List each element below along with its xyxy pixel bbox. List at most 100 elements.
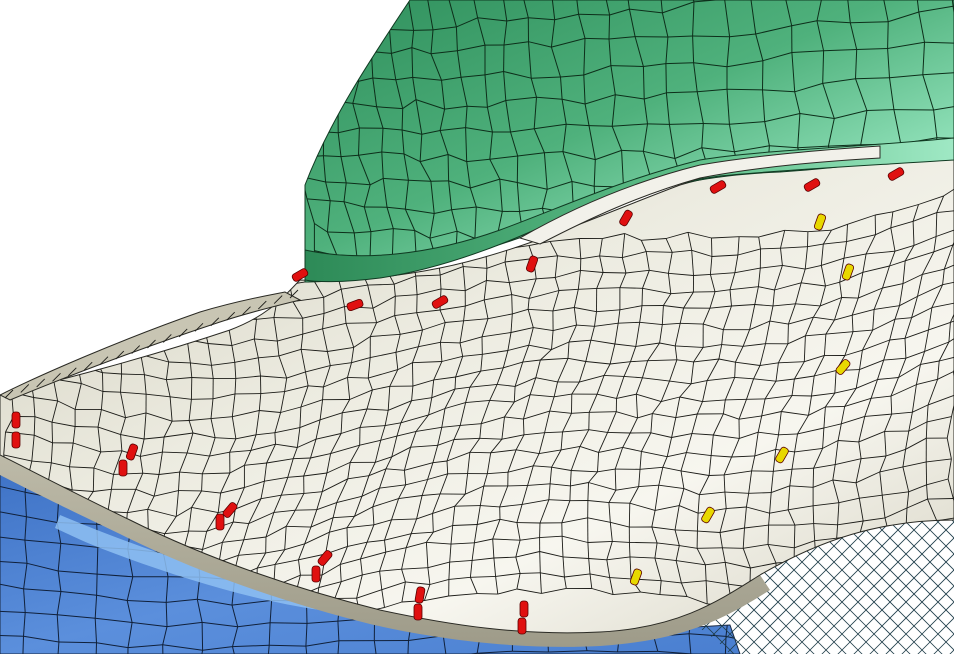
mesh-line [465, 127, 468, 162]
red-weld-marker[interactable] [413, 603, 423, 621]
red-weld-marker[interactable] [118, 459, 128, 477]
mesh-line [395, 346, 419, 353]
mesh-line [337, 621, 340, 641]
mesh-line [505, 96, 537, 101]
yellow-weld-marker[interactable] [775, 446, 790, 464]
red-weld-marker[interactable] [11, 431, 21, 449]
mesh-line [285, 12, 288, 37]
mesh-line [936, 195, 945, 213]
mesh-line [571, 381, 580, 395]
mesh-line [490, 438, 503, 454]
red-weld-marker[interactable] [291, 268, 309, 283]
red-weld-marker[interactable] [517, 617, 527, 635]
mesh-line [179, 471, 203, 475]
mesh-line [893, 109, 902, 144]
red-weld-marker[interactable] [431, 295, 449, 310]
mesh-line [286, 525, 311, 528]
upper-green-part[interactable] [280, 0, 954, 334]
mesh-line [861, 455, 887, 460]
mesh-line [738, 415, 762, 420]
mesh-line [343, 201, 365, 208]
mesh-line [504, 248, 508, 263]
mesh-line [195, 289, 205, 307]
red-weld-marker[interactable] [709, 180, 727, 195]
yellow-weld-marker[interactable] [701, 506, 716, 524]
red-weld-marker[interactable] [525, 255, 539, 273]
mesh-line [260, 375, 287, 379]
yellow-weld-marker[interactable] [841, 263, 855, 281]
red-weld-marker[interactable] [317, 549, 333, 566]
mesh-line [745, 493, 750, 508]
mesh-line [760, 247, 781, 250]
mesh-line [709, 274, 716, 292]
mesh-line [596, 272, 604, 289]
mesh-line [94, 618, 97, 643]
mesh-line [669, 359, 678, 382]
mesh-line [560, 74, 584, 78]
mesh-line [578, 13, 610, 16]
mesh-line [562, 151, 573, 182]
red-weld-marker[interactable] [346, 298, 364, 312]
middle-grey-part[interactable] [0, 157, 954, 654]
red-weld-marker[interactable] [125, 443, 139, 461]
red-weld-marker[interactable] [414, 586, 426, 604]
mesh-line [933, 244, 954, 253]
mesh-line [924, 329, 929, 352]
mesh-line [522, 345, 530, 363]
mesh-line [202, 472, 230, 475]
red-weld-marker[interactable] [803, 178, 821, 193]
mesh-line [54, 284, 66, 306]
yellow-weld-marker[interactable] [835, 358, 851, 375]
mesh-line [701, 123, 704, 148]
yellow-weld-marker[interactable] [629, 568, 643, 586]
mesh-line [628, 8, 636, 37]
red-weld-marker[interactable] [887, 167, 905, 182]
mesh-line [539, 551, 564, 558]
mesh-line [859, 180, 954, 654]
mesh-line [696, 548, 706, 566]
mesh-line [477, 17, 486, 46]
red-weld-marker[interactable] [11, 411, 21, 429]
mesh-line [837, 423, 842, 441]
mesh-line [590, 326, 595, 341]
mesh-line [946, 416, 952, 439]
mesh-line [257, 563, 276, 569]
red-weld-marker[interactable] [311, 565, 321, 583]
mesh-line [709, 291, 716, 309]
mesh-line [697, 547, 723, 549]
red-weld-marker[interactable] [519, 600, 529, 618]
mesh-line [609, 577, 632, 580]
red-weld-marker[interactable] [222, 501, 238, 518]
mesh-line [372, 27, 390, 30]
mesh-line [295, 509, 317, 511]
mesh-line [718, 344, 723, 360]
mesh-line [823, 423, 842, 429]
mesh-line [564, 573, 591, 578]
mesh-line [326, 231, 338, 256]
mesh-line [822, 229, 832, 245]
mesh-line [501, 434, 525, 440]
red-weld-marker[interactable] [215, 513, 225, 531]
mesh-line [708, 455, 712, 476]
mesh-line [503, 71, 507, 101]
mesh-line [147, 339, 156, 349]
mesh-line [316, 100, 339, 102]
mesh-line [176, 281, 197, 291]
mesh-line [400, 329, 423, 335]
red-weld-marker[interactable] [619, 209, 634, 227]
mesh-line [804, 317, 814, 336]
mesh-line [305, 623, 308, 647]
mesh-line [298, 0, 303, 11]
mesh-line [889, 77, 895, 110]
mesh-line [275, 443, 298, 448]
mesh-line [899, 296, 918, 307]
mesh-line [448, 180, 471, 189]
mesh-line [201, 490, 221, 494]
mesh-line [541, 189, 548, 209]
yellow-weld-marker[interactable] [813, 213, 827, 231]
mesh-line [379, 568, 402, 572]
mesh-line [543, 152, 548, 190]
mesh-line [57, 570, 62, 592]
